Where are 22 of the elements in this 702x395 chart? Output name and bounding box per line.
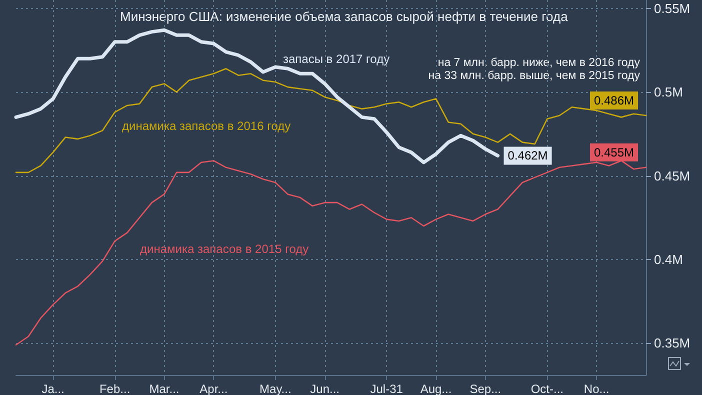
annotation: на 33 млн. барр. выше, чем в 2015 году bbox=[428, 70, 640, 82]
y-tick-label: 0.55M bbox=[654, 0, 690, 16]
text: Минэнерго США: изменение объема запасов сырой нефти в течение года bbox=[120, 9, 569, 24]
y-tick-label: 0.35M bbox=[654, 336, 690, 351]
data-label: 0.455M bbox=[594, 145, 634, 160]
data-label: 0.462M bbox=[508, 148, 548, 163]
y-tick-label: 0.45M bbox=[654, 168, 690, 184]
line-series bbox=[15, 68, 647, 174]
series-label: динамика запасов в 2016 году bbox=[122, 119, 291, 133]
series-label: запасы в 2017 году bbox=[283, 52, 390, 66]
x-tick-label: Feb... bbox=[99, 382, 130, 395]
x-tick-label: Oct-... bbox=[530, 382, 564, 395]
x-tick-label: Mar... bbox=[149, 382, 180, 395]
y-tick-label: 0.4M bbox=[654, 252, 683, 267]
x-tick-label: No... bbox=[584, 382, 610, 395]
x-tick-label: Ja... bbox=[42, 382, 64, 395]
x-tick-label: Jul-31 bbox=[370, 382, 404, 395]
y-tick-label: 0.5M bbox=[654, 84, 683, 100]
x-tick-label: Jun... bbox=[310, 382, 340, 395]
annotation: на 7 млн. барр. ниже, чем в 2016 году bbox=[438, 57, 640, 69]
data-label: 0.486M bbox=[594, 94, 634, 108]
series-label: динамика запасов в 2015 году bbox=[140, 242, 309, 256]
